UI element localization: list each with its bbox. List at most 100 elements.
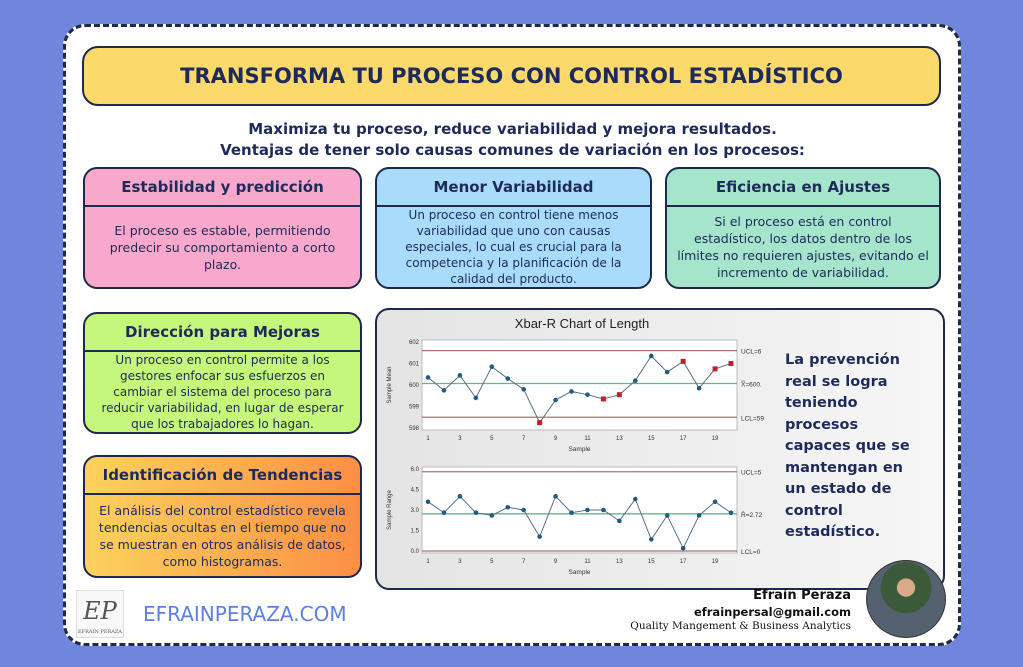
- data-point: [473, 510, 479, 516]
- card-text: Un proceso en control permite a los gest…: [101, 353, 344, 431]
- cl-label: X̿=600.: [741, 379, 762, 388]
- card-title: Identificación de Tendencias: [85, 457, 360, 495]
- data-point: [425, 375, 431, 380]
- y-tick-label: 598: [409, 426, 420, 432]
- card-title: Estabilidad y predicción: [85, 169, 360, 207]
- x-tick-label: 13: [616, 559, 623, 565]
- data-point: [521, 507, 526, 513]
- series-line: [427, 355, 732, 424]
- x-tick-label: 15: [648, 436, 655, 442]
- card-eficiencia: Eficiencia en Ajustes Si el proceso está…: [665, 167, 941, 289]
- flagged-point: [680, 358, 686, 364]
- data-point: [505, 376, 511, 381]
- x-tick-label: 7: [522, 436, 526, 442]
- card-title: Menor Variabilidad: [377, 169, 650, 207]
- x-tick-label: 19: [712, 559, 719, 565]
- flagged-point: [537, 420, 543, 426]
- data-point: [648, 353, 654, 359]
- x-tick-label: 9: [554, 436, 558, 442]
- x-tick-label: 17: [680, 559, 687, 565]
- series-line: [427, 495, 732, 550]
- data-point: [553, 397, 558, 403]
- data-point: [617, 518, 622, 524]
- flagged-point: [712, 366, 718, 372]
- x-tick-label: 13: [616, 436, 623, 442]
- data-point: [489, 364, 495, 370]
- card-title: Eficiencia en Ajustes: [667, 169, 939, 207]
- card-estabilidad: Estabilidad y predicción El proceso es e…: [83, 167, 362, 289]
- lcl-label: LCL=59: [741, 415, 764, 422]
- data-point: [457, 373, 463, 378]
- author-role: Quality Mangement & Business Analytics: [630, 620, 851, 632]
- flagged-point: [600, 396, 606, 402]
- ucl-label: UCL=6: [741, 349, 762, 356]
- y-tick-label: 3.0: [411, 508, 420, 514]
- y-axis-label: Sample Range: [387, 489, 393, 529]
- data-point: [664, 513, 670, 518]
- x-tick-label: 9: [554, 559, 558, 565]
- x-tick-label: 1: [426, 436, 430, 442]
- y-tick-label: 600: [409, 383, 420, 389]
- data-point: [664, 369, 670, 375]
- card-title: Dirección para Mejoras: [85, 314, 360, 352]
- logo-mark: EP: [83, 597, 117, 625]
- y-tick-label: 0.0: [411, 549, 420, 555]
- chart-title: Xbar-R Chart of Length: [515, 316, 649, 331]
- data-point: [569, 389, 574, 394]
- x-axis-label: Sample: [568, 569, 590, 576]
- y-tick-label: 4.5: [411, 488, 420, 494]
- subtitle-2: Ventajas de tener solo causas comunes de…: [220, 141, 805, 159]
- x-tick-label: 5: [490, 436, 494, 442]
- xbar-r-chart: Xbar-R Chart of Length UCL=6 X̿=600. LCL=59…: [387, 316, 764, 576]
- y-tick-label: 1.5: [411, 529, 420, 535]
- data-point: [441, 388, 447, 393]
- card-variabilidad: Menor Variabilidad Un proceso en control…: [375, 167, 652, 289]
- data-point: [537, 534, 542, 539]
- data-point: [489, 513, 495, 518]
- data-point: [457, 494, 463, 499]
- x-tick-label: 11: [584, 559, 591, 565]
- x-tick-label: 11: [584, 436, 591, 442]
- data-point: [712, 499, 718, 505]
- flagged-point: [728, 361, 734, 366]
- y-tick-label: 6.0: [411, 467, 420, 473]
- x-axis-label: Sample: [568, 446, 590, 453]
- y-tick-label: 599: [409, 405, 420, 411]
- x-tick-label: 17: [680, 436, 687, 442]
- subtitle: Maximiza tu proceso, reduce variabilidad…: [248, 120, 777, 138]
- data-point: [569, 510, 574, 516]
- y-tick-label: 602: [409, 340, 420, 346]
- card-text: Un proceso en control tiene menos variab…: [405, 208, 622, 286]
- data-point: [696, 513, 702, 518]
- ucl-label: UCL=5: [741, 470, 762, 477]
- data-point: [728, 510, 734, 516]
- website-link[interactable]: EFRAINPERAZA.COM: [143, 602, 347, 626]
- x-tick-label: 3: [458, 436, 462, 442]
- logo-caption: EFRAIN PERAZA: [78, 629, 122, 635]
- data-point: [696, 385, 702, 391]
- card-direccion: Dirección para Mejoras Un proceso en con…: [83, 312, 362, 434]
- x-tick-label: 3: [458, 559, 462, 565]
- data-point: [585, 392, 590, 397]
- data-point: [633, 496, 638, 502]
- data-point: [425, 499, 431, 505]
- plot-area: [421, 339, 738, 431]
- card-tendencias: Identificación de Tendencias El análisis…: [83, 455, 362, 578]
- page-title: TRANSFORMA TU PROCESO CON CONTROL ESTADÍ…: [82, 46, 941, 106]
- plot-area: [421, 466, 738, 554]
- x-tick-label: 1: [426, 559, 430, 565]
- x-tick-label: 7: [522, 559, 526, 565]
- data-point: [521, 387, 526, 392]
- author-photo: [866, 560, 946, 638]
- x-tick-label: 19: [712, 436, 719, 442]
- data-point: [553, 494, 558, 499]
- y-tick-label: 601: [409, 362, 420, 368]
- data-point: [601, 507, 606, 513]
- cl-label: R̄=2.72: [741, 511, 763, 519]
- card-text: Si el proceso está en control estadístic…: [677, 214, 929, 280]
- logo: EP EFRAIN PERAZA: [76, 590, 124, 638]
- author-email[interactable]: efrainpersal@gmail.com: [693, 605, 851, 619]
- flagged-point: [616, 392, 622, 398]
- author-name: Efraín Peraza: [753, 588, 851, 603]
- x-tick-label: 15: [648, 559, 655, 565]
